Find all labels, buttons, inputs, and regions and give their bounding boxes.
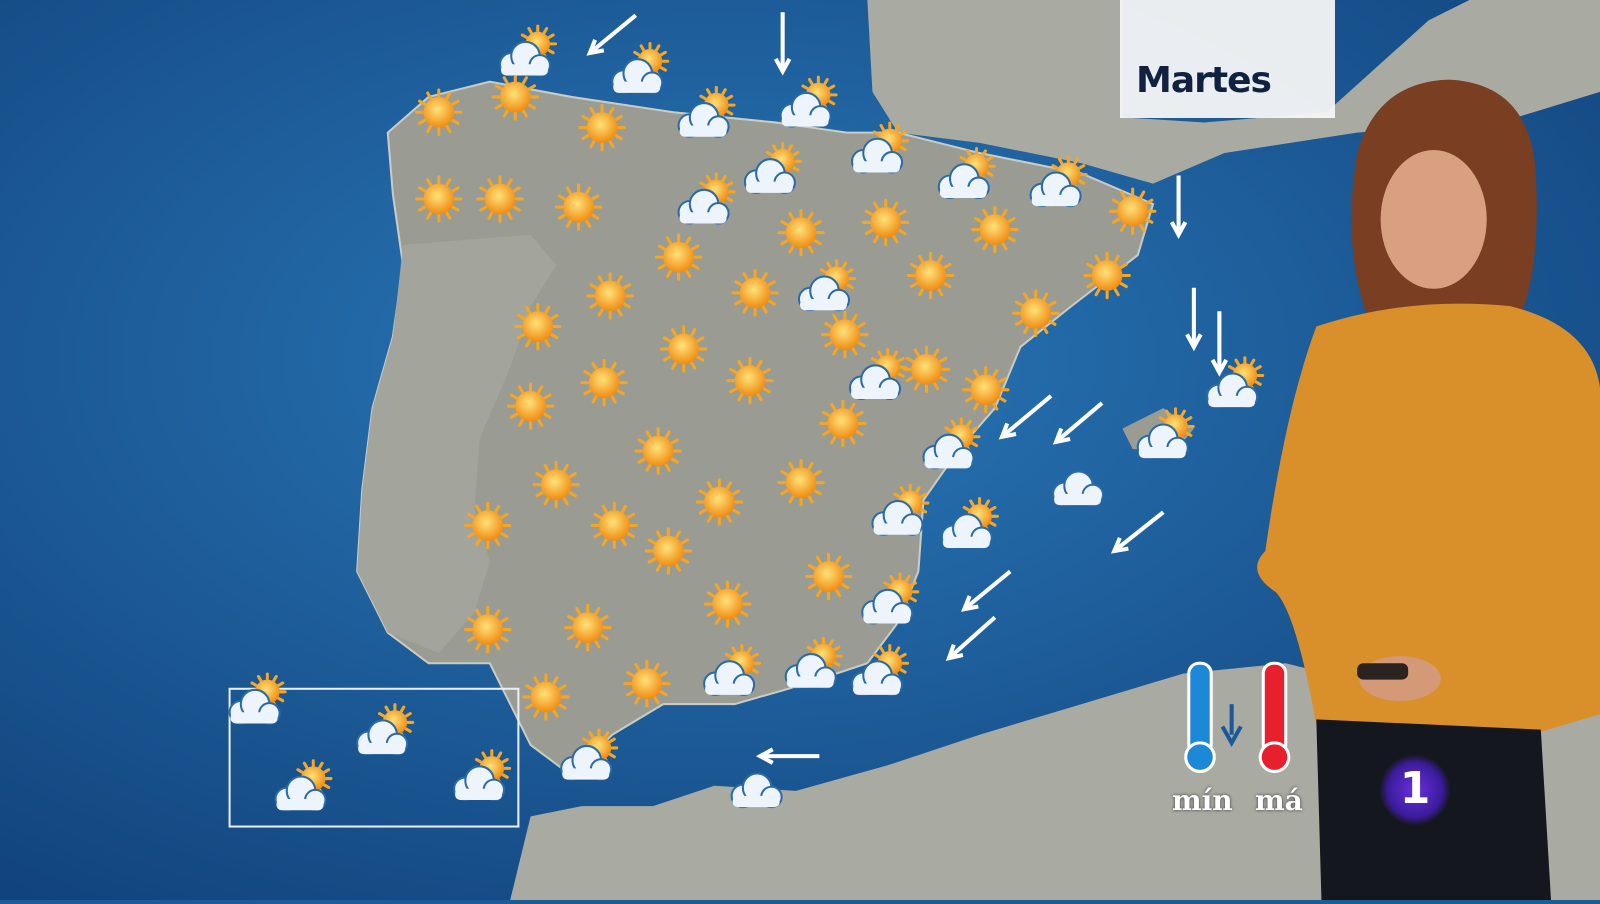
sun-icon	[726, 356, 774, 405]
cloud-sun-icon	[922, 417, 981, 470]
down-arrow-icon	[1220, 704, 1243, 748]
min-label: mín	[1172, 784, 1233, 817]
cloud-sun-icon	[1206, 356, 1265, 409]
wind-arrow-icon	[1169, 175, 1188, 239]
cloud-sun-icon	[871, 483, 930, 536]
sun-icon	[703, 580, 752, 628]
sun-icon	[777, 208, 825, 257]
cloud-sun-icon	[861, 572, 920, 625]
cloud-sun-icon	[851, 121, 910, 174]
cloud-sun-icon	[274, 759, 333, 812]
sun-icon	[464, 501, 512, 550]
sun-icon	[819, 399, 867, 448]
wind-arrow-icon	[1210, 311, 1229, 377]
wind-arrow-icon	[1110, 510, 1165, 554]
wind-arrow-icon	[945, 615, 997, 661]
cloud-sun-icon	[453, 749, 512, 802]
cloud-sun-icon	[228, 672, 287, 725]
wind-arrow-icon	[998, 394, 1053, 440]
sun-icon	[654, 233, 703, 281]
sun-icon	[861, 198, 910, 247]
sun-icon	[634, 427, 682, 475]
wind-arrow-icon	[755, 747, 820, 765]
channel-logo-text: 1	[1399, 763, 1431, 814]
portugal-land	[357, 234, 557, 654]
cloud-sun-icon	[940, 497, 999, 549]
cloud-sun-icon	[1029, 155, 1088, 208]
cloud-sun-icon	[677, 172, 736, 225]
sun-icon	[476, 175, 524, 223]
wind-arrow-icon	[774, 12, 792, 76]
sun-icon	[590, 501, 639, 550]
min-thermometer-icon	[1184, 661, 1216, 773]
cloud-sun-icon	[937, 147, 996, 199]
sun-icon	[644, 527, 693, 575]
sun-icon	[586, 272, 634, 320]
wind-arrow-icon	[1052, 401, 1104, 445]
cloud-sun-icon	[851, 643, 910, 696]
cloud-icon	[1052, 470, 1105, 507]
sun-icon	[532, 460, 580, 509]
cloud-sun-icon	[1136, 407, 1195, 460]
sun-icon	[821, 310, 869, 359]
channel-logo: 1	[1380, 755, 1450, 825]
france-land	[867, 0, 1600, 184]
cloud-sun-icon	[743, 141, 802, 194]
wind-arrow-icon	[586, 13, 638, 56]
sun-icon	[1108, 187, 1157, 235]
wind-arrow-icon	[1185, 287, 1203, 352]
sun-icon	[902, 345, 951, 394]
sun-icon	[491, 73, 540, 121]
cloud-sun-icon	[611, 41, 670, 94]
cloud-sun-icon	[797, 259, 857, 312]
cloud-sun-icon	[703, 643, 762, 696]
sun-icon	[1083, 251, 1131, 300]
presenter	[1257, 79, 1600, 900]
sun-icon	[564, 603, 612, 652]
sun-icon	[804, 552, 853, 601]
cloud-sun-icon	[560, 728, 619, 781]
sun-icon	[415, 175, 463, 223]
canary-islands-inset	[228, 687, 520, 828]
cloud-sun-icon	[848, 348, 908, 400]
max-thermometer-icon	[1258, 661, 1291, 773]
sun-icon	[506, 382, 555, 430]
sun-icon	[554, 183, 603, 231]
day-label: Martes	[1136, 60, 1272, 101]
cloud-sun-icon	[498, 24, 558, 77]
sun-icon	[578, 103, 626, 152]
cloud-sun-icon	[677, 85, 736, 138]
sun-icon	[695, 478, 744, 526]
max-label: má	[1255, 784, 1303, 817]
sun-icon	[464, 605, 512, 654]
cloud-sun-icon	[356, 703, 415, 756]
sun-icon	[659, 325, 708, 373]
cloud-sun-icon	[779, 75, 838, 128]
day-label-box	[1120, 0, 1335, 118]
cloud-sun-icon	[784, 636, 843, 689]
sun-icon	[906, 251, 955, 300]
sun-icon	[580, 358, 628, 407]
sun-icon	[1011, 289, 1060, 337]
wind-arrow-icon	[960, 569, 1012, 612]
sun-icon	[623, 659, 671, 708]
sun-icon	[514, 302, 562, 351]
sun-icon	[971, 205, 1019, 254]
sun-icon	[522, 673, 570, 721]
cloud-icon	[730, 772, 783, 809]
sun-icon	[415, 88, 463, 136]
sun-icon	[961, 366, 1010, 414]
sun-icon	[777, 458, 825, 507]
sun-icon	[731, 269, 779, 317]
